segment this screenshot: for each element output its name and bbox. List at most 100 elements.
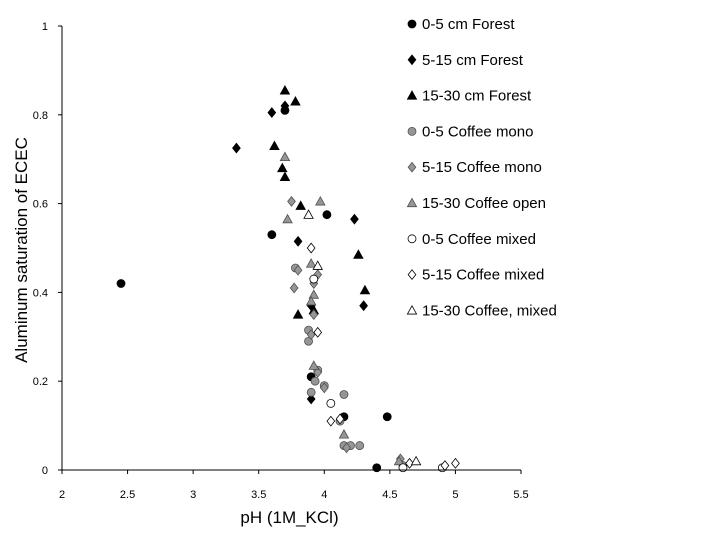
legend-item: 15-30 Coffee, mixed: [406, 302, 557, 319]
legend-label: 15-30 Coffee, mixed: [422, 302, 557, 319]
x-tick-label: 3.5: [251, 489, 266, 501]
data-point: [292, 309, 304, 319]
data-point: [310, 376, 320, 386]
legend-marker: [407, 126, 417, 136]
data-point: [372, 463, 382, 473]
legend-marker: [407, 269, 417, 281]
data-point: [451, 457, 460, 469]
legend-marker: [407, 19, 417, 29]
data-point: [319, 382, 329, 394]
x-axis-title: pH (1M_KCl): [240, 508, 338, 527]
legend-item: 0-5 Coffee mixed: [407, 231, 536, 248]
legend-label: 5-15 Coffee mixed: [422, 267, 544, 284]
legend-item: 0-5 Coffee mono: [407, 123, 533, 140]
legend-marker: [407, 54, 417, 66]
data-point: [326, 415, 336, 427]
x-axis-ticks: 2 2.5 3 3.5 4 4.5 5 5.5: [59, 470, 529, 501]
data-point: [267, 107, 277, 119]
legend-item: 5-15 Coffee mono: [407, 159, 542, 176]
data-point: [393, 455, 405, 466]
x-tick-label: 4.5: [382, 489, 397, 501]
data-point: [350, 213, 359, 225]
data-point: [295, 200, 306, 210]
data-point: [353, 249, 364, 259]
data-point: [308, 289, 320, 299]
legend-marker: [406, 304, 418, 315]
legend-item: 15-30 cm Forest: [406, 88, 532, 105]
legend-label: 0-5 cm Forest: [422, 16, 515, 33]
data-point: [315, 195, 326, 206]
y-axis-title: Aluminum saturation of ECEC: [12, 137, 31, 363]
legend-marker: [406, 197, 418, 208]
data-point: [279, 151, 291, 162]
data-point: [313, 326, 323, 338]
data-point: [293, 264, 303, 276]
series-1: [116, 105, 392, 473]
plot-area: [116, 84, 460, 473]
y-tick-label: 0.8: [33, 110, 48, 122]
y-tick-label: 0.4: [33, 287, 48, 299]
x-tick-label: 2.5: [120, 489, 135, 501]
legend-item: 0-5 cm Forest: [407, 16, 515, 33]
data-point: [312, 260, 324, 270]
legend-label: 5-15 Coffee mono: [422, 159, 542, 176]
series-8: [306, 242, 460, 472]
legend-marker: [407, 234, 417, 244]
legend-label: 0-5 Coffee mixed: [422, 231, 536, 248]
data-point: [306, 387, 316, 397]
data-point: [306, 393, 316, 405]
x-tick-label: 5.5: [513, 489, 528, 501]
data-point: [303, 209, 314, 219]
data-point: [322, 210, 332, 220]
data-point: [116, 279, 126, 288]
legend-marker: [406, 90, 418, 100]
y-tick-label: 1: [42, 21, 48, 33]
legend: 0-5 cm Forest 5-15 cm Forest 15-30 cm Fore…: [406, 16, 557, 319]
data-point: [279, 84, 291, 95]
data-point: [305, 258, 317, 268]
data-point: [309, 309, 319, 321]
data-point: [338, 429, 350, 439]
legend-label: 0-5 Coffee mono: [422, 123, 533, 140]
data-point: [267, 230, 277, 240]
data-point: [313, 366, 323, 378]
data-point: [355, 441, 365, 450]
legend-label: 15-30 cm Forest: [422, 88, 532, 105]
data-point: [290, 96, 301, 106]
data-point: [306, 329, 316, 341]
legend-item: 5-15 Coffee mixed: [407, 267, 544, 284]
data-point: [359, 300, 368, 312]
data-point: [335, 413, 345, 425]
y-tick-label: 0.2: [33, 376, 48, 388]
series-9: [303, 209, 422, 466]
data-point: [279, 171, 291, 182]
data-point: [405, 457, 414, 469]
data-point: [293, 235, 303, 247]
series-3: [269, 84, 371, 319]
data-point: [277, 162, 288, 173]
data-point: [308, 360, 320, 370]
data-point: [232, 142, 241, 154]
data-point: [309, 274, 319, 284]
x-tick-label: 4: [321, 489, 327, 501]
y-tick-label: 0: [42, 465, 48, 477]
data-point: [280, 100, 290, 112]
data-point: [382, 412, 392, 422]
data-point: [305, 295, 317, 306]
x-tick-label: 2: [59, 489, 65, 501]
series-4: [291, 263, 408, 470]
legend-item: 15-30 Coffee open: [406, 195, 546, 212]
x-tick-label: 3: [190, 489, 196, 501]
data-point: [359, 284, 371, 295]
y-tick-label: 0.6: [33, 199, 48, 211]
series-6: [279, 151, 405, 466]
legend-marker: [407, 161, 417, 173]
data-point: [287, 195, 296, 207]
data-point: [289, 282, 299, 294]
legend-item: 5-15 cm Forest: [407, 52, 524, 69]
data-point: [410, 455, 422, 466]
data-point: [306, 242, 316, 254]
data-point: [339, 390, 349, 399]
data-point: [398, 463, 408, 473]
